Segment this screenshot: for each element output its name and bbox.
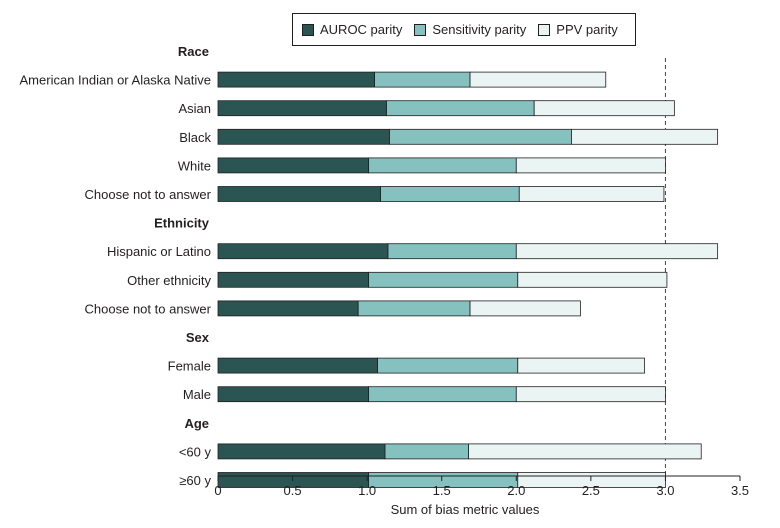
bar-segment-sensitivity bbox=[368, 271, 519, 288]
bar-segment-ppv bbox=[571, 128, 719, 145]
legend-swatch-sensitivity bbox=[414, 23, 427, 36]
bar-segment-sensitivity bbox=[384, 443, 469, 460]
x-tick-label: 1.0 bbox=[358, 483, 376, 498]
bar-segment-ppv bbox=[518, 186, 665, 202]
bar-segment-ppv bbox=[515, 157, 666, 174]
x-tick-label: 0.5 bbox=[284, 483, 302, 498]
bar-segment-auroc bbox=[217, 71, 376, 88]
bar-segment-auroc bbox=[217, 186, 381, 202]
bar-segment-sensitivity bbox=[377, 357, 519, 374]
legend-swatch-auroc bbox=[302, 23, 314, 36]
x-tick-label: 2.0 bbox=[507, 483, 525, 498]
bar-segment-ppv bbox=[469, 300, 581, 317]
bar-segment-auroc bbox=[217, 271, 370, 288]
bar-segment-sensitivity bbox=[386, 100, 535, 117]
legend: AUROC parity Sensitivity parity PPV pari… bbox=[292, 13, 636, 46]
bar-segment-sensitivity bbox=[374, 71, 471, 88]
category-label: Black bbox=[179, 130, 211, 145]
bar-segment-sensitivity bbox=[387, 243, 517, 260]
legend-item-auroc: AUROC parity bbox=[302, 22, 402, 37]
category-label: White bbox=[178, 158, 211, 173]
bar-segment-auroc bbox=[217, 443, 386, 460]
legend-label-sensitivity: Sensitivity parity bbox=[432, 22, 527, 37]
bar-segment-ppv bbox=[533, 100, 675, 117]
bar-segment-sensitivity bbox=[380, 186, 520, 202]
bar-segment-sensitivity bbox=[368, 386, 517, 403]
legend-item-sensitivity: Sensitivity parity bbox=[414, 22, 526, 37]
group-label: Sex bbox=[186, 330, 210, 345]
x-axis-label: Sum of bias metric values bbox=[391, 502, 540, 517]
category-label: Asian bbox=[178, 101, 211, 116]
bar-segment-auroc bbox=[217, 100, 387, 117]
x-tick-label: 1.5 bbox=[433, 483, 451, 498]
category-label: <60 y bbox=[179, 444, 212, 459]
legend-item-ppv: PPV parity bbox=[538, 22, 618, 37]
bar-segment-ppv bbox=[469, 71, 607, 88]
bar-segment-sensitivity bbox=[368, 157, 517, 174]
category-label: ≥60 y bbox=[179, 473, 211, 488]
bar-segment-sensitivity bbox=[357, 300, 471, 317]
category-label: Choose not to answer bbox=[85, 187, 212, 202]
bar-segment-auroc bbox=[217, 357, 378, 374]
legend-swatch-ppv bbox=[538, 23, 551, 36]
x-tick-label: 0 bbox=[214, 483, 221, 498]
category-label: Female bbox=[168, 359, 211, 374]
bar-segment-ppv bbox=[468, 443, 702, 460]
group-label: Ethnicity bbox=[154, 216, 210, 231]
bar-segment-auroc bbox=[217, 386, 370, 403]
bar-segment-ppv bbox=[515, 386, 666, 403]
category-label: Hispanic or Latino bbox=[107, 244, 211, 259]
group-label: Race bbox=[178, 44, 209, 59]
bar-segment-ppv bbox=[517, 271, 668, 288]
bar-segment-ppv bbox=[517, 357, 645, 374]
group-label: Age bbox=[184, 416, 209, 431]
category-label: Male bbox=[183, 387, 211, 402]
bar-segment-auroc bbox=[217, 243, 389, 260]
bar-segment-sensitivity bbox=[389, 128, 572, 145]
legend-label-auroc: AUROC parity bbox=[320, 22, 403, 37]
bar-segment-auroc bbox=[217, 157, 370, 174]
bar-segment-auroc bbox=[217, 300, 359, 317]
category-label: Choose not to answer bbox=[85, 301, 212, 316]
bar-segment-auroc bbox=[217, 128, 390, 145]
x-tick-label: 2.5 bbox=[582, 483, 600, 498]
legend-label-ppv: PPV parity bbox=[556, 22, 618, 37]
x-tick-label: 3.0 bbox=[656, 483, 674, 498]
category-label: Other ethnicity bbox=[127, 273, 211, 288]
x-tick-label: 3.5 bbox=[731, 483, 749, 498]
bar-segment-ppv bbox=[515, 243, 719, 260]
category-label: American Indian or Alaska Native bbox=[20, 73, 211, 88]
